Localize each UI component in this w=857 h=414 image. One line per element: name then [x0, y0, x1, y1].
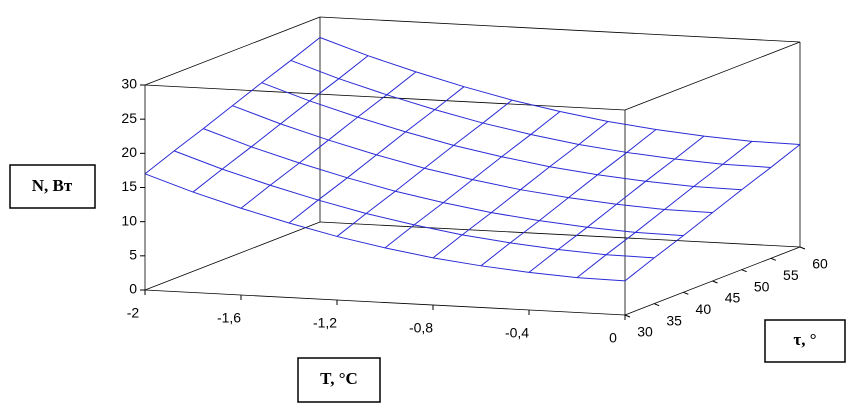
z-tick-label: 5 — [129, 247, 137, 263]
surface-column — [384, 111, 561, 249]
surface-column — [480, 129, 657, 267]
box-edge — [144, 289, 626, 316]
box-edge — [144, 84, 626, 111]
x-tick-label: -1,6 — [217, 310, 241, 326]
surface-column — [624, 144, 801, 282]
y-tick-label: 35 — [666, 312, 682, 328]
z-tick-label: 25 — [121, 110, 137, 126]
x-tick-label: -1,2 — [313, 315, 337, 331]
y-tick — [741, 269, 747, 273]
y-tick-label: 40 — [696, 301, 712, 317]
surface-row — [144, 173, 626, 282]
y-tick — [799, 246, 806, 250]
surface-column — [576, 140, 753, 279]
y-tick — [653, 303, 660, 307]
z-tick-label: 10 — [121, 212, 137, 228]
x-tick-label: -2 — [127, 305, 140, 321]
y-tick — [770, 257, 777, 261]
y-tick-label: 45 — [725, 290, 741, 306]
z-tick-label: 0 — [129, 281, 137, 297]
x-label-box — [297, 357, 381, 403]
x-tick-label: -0,8 — [409, 320, 433, 336]
surface-column — [528, 135, 705, 273]
z-tick-label: 30 — [121, 76, 137, 92]
surface-column — [336, 99, 513, 237]
surface-column — [240, 71, 417, 209]
box-edge — [319, 221, 801, 248]
box-edge — [144, 16, 321, 86]
y-tick-label: 55 — [783, 267, 799, 283]
y-tick-label: 30 — [637, 324, 653, 340]
surface-column — [144, 37, 321, 175]
x-axis-label: T, °C — [320, 369, 358, 388]
surface-column — [288, 86, 465, 224]
y-axis-label: τ, ° — [793, 330, 816, 349]
box-edge — [319, 16, 801, 43]
y-tick-label: 60 — [812, 256, 828, 272]
box-edge — [144, 221, 321, 291]
z-label-box — [9, 164, 96, 209]
y-tick — [712, 280, 718, 284]
y-label-box — [764, 319, 846, 363]
surface-column — [432, 121, 609, 259]
box-edge — [624, 41, 801, 111]
surface-column — [192, 55, 369, 193]
x-tick-label: 0 — [609, 330, 617, 346]
z-tick-label: 20 — [121, 144, 137, 160]
surface-row — [203, 128, 684, 237]
surface-row — [290, 59, 771, 168]
z-tick-label: 15 — [121, 178, 137, 194]
y-tick-label: 50 — [754, 278, 770, 294]
y-tick — [624, 314, 631, 318]
y-tick — [683, 291, 689, 295]
z-axis-label: N, Вт — [32, 176, 73, 195]
x-tick-label: -0,4 — [505, 325, 529, 341]
